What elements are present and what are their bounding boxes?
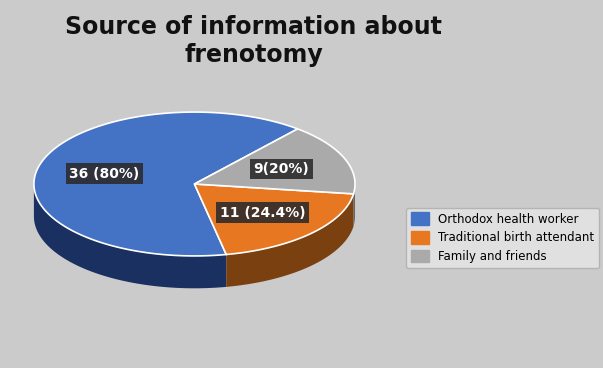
Text: 9(20%): 9(20%) <box>253 162 309 176</box>
Text: 11 (24.4%): 11 (24.4%) <box>219 206 305 220</box>
Polygon shape <box>34 184 226 288</box>
Polygon shape <box>194 129 355 194</box>
Polygon shape <box>34 112 298 256</box>
Polygon shape <box>194 184 353 255</box>
Legend: Orthodox health worker, Traditional birth attendant, Family and friends: Orthodox health worker, Traditional birt… <box>406 208 599 268</box>
Text: Source of information about
frenotomy: Source of information about frenotomy <box>66 15 443 67</box>
Polygon shape <box>353 184 355 226</box>
Polygon shape <box>226 194 353 287</box>
Text: 36 (80%): 36 (80%) <box>69 167 139 181</box>
